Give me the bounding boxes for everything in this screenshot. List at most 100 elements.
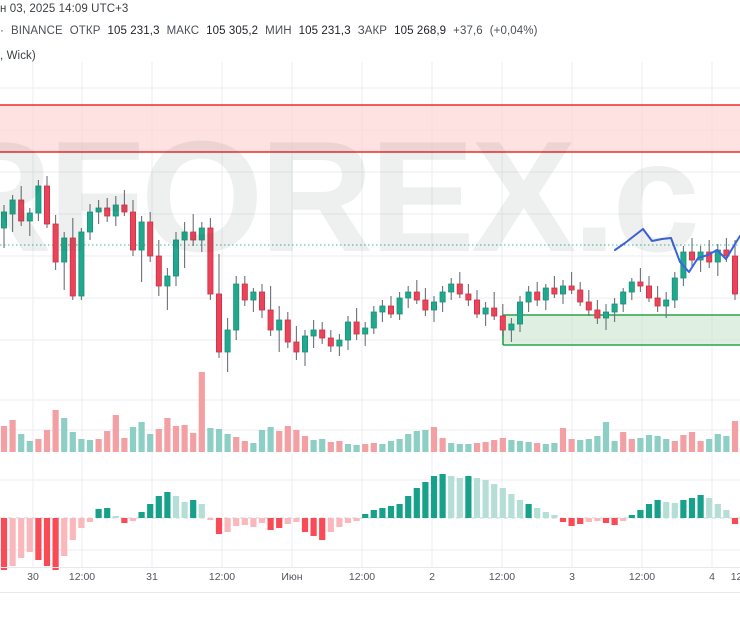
candle-body[interactable] bbox=[215, 293, 222, 353]
candle-body[interactable] bbox=[69, 237, 76, 297]
volume-bar[interactable] bbox=[585, 439, 592, 452]
candle-body[interactable] bbox=[585, 301, 592, 311]
macd-bar[interactable] bbox=[697, 495, 704, 518]
macd-bar[interactable] bbox=[663, 502, 670, 518]
volume-bar[interactable] bbox=[353, 445, 360, 452]
volume-bar[interactable] bbox=[688, 432, 696, 452]
candle-body[interactable] bbox=[646, 285, 653, 299]
candle-body[interactable] bbox=[465, 293, 472, 301]
volume-bar[interactable] bbox=[336, 441, 343, 452]
candle-body[interactable] bbox=[689, 251, 696, 261]
candle-body[interactable] bbox=[473, 299, 480, 315]
macd-bar[interactable] bbox=[723, 510, 730, 518]
volume-bar[interactable] bbox=[387, 441, 395, 452]
macd-bar[interactable] bbox=[52, 518, 59, 570]
volume-bar[interactable] bbox=[508, 440, 515, 452]
candle-body[interactable] bbox=[499, 315, 506, 331]
candle-body[interactable] bbox=[121, 204, 128, 213]
volume-bar[interactable] bbox=[559, 428, 567, 452]
volume-bar[interactable] bbox=[362, 444, 369, 452]
volume-bar[interactable] bbox=[456, 444, 463, 452]
macd-bar[interactable] bbox=[344, 518, 352, 523]
candle-body[interactable] bbox=[534, 291, 541, 301]
macd-bar[interactable] bbox=[387, 506, 395, 518]
macd-bar[interactable] bbox=[731, 518, 739, 524]
volume-histogram[interactable] bbox=[0, 372, 740, 452]
volume-bar[interactable] bbox=[95, 439, 102, 452]
volume-bar[interactable] bbox=[327, 442, 334, 452]
volume-bar[interactable] bbox=[52, 410, 59, 452]
volume-bar[interactable] bbox=[78, 439, 85, 452]
volume-bar[interactable] bbox=[568, 439, 575, 452]
volume-bar[interactable] bbox=[319, 439, 326, 452]
volume-bar[interactable] bbox=[620, 432, 627, 452]
zone-support-fill[interactable] bbox=[503, 315, 740, 345]
volume-bar[interactable] bbox=[344, 444, 352, 452]
macd-bar[interactable] bbox=[95, 509, 102, 518]
time-axis-label[interactable]: 12:00 bbox=[488, 571, 516, 583]
volume-bar[interactable] bbox=[207, 428, 214, 452]
candle-body[interactable] bbox=[0, 211, 7, 229]
macd-bar[interactable] bbox=[18, 518, 25, 558]
volume-bar[interactable] bbox=[525, 442, 532, 452]
volume-bar[interactable] bbox=[663, 439, 670, 452]
volume-bar[interactable] bbox=[697, 441, 704, 452]
candle-body[interactable] bbox=[26, 212, 33, 222]
volume-bar[interactable] bbox=[671, 441, 678, 452]
candle-body[interactable] bbox=[147, 221, 154, 257]
volume-bar[interactable] bbox=[121, 438, 128, 452]
volume-bar[interactable] bbox=[198, 372, 205, 452]
volume-bar[interactable] bbox=[190, 433, 197, 452]
macd-bar[interactable] bbox=[525, 504, 532, 518]
macd-bar[interactable] bbox=[508, 494, 515, 518]
candle-body[interactable] bbox=[542, 287, 549, 301]
candle-body[interactable] bbox=[319, 329, 326, 339]
candle-body[interactable] bbox=[706, 251, 713, 263]
volume-bar[interactable] bbox=[448, 443, 455, 452]
macd-bar[interactable] bbox=[516, 500, 524, 518]
macd-bar[interactable] bbox=[602, 518, 610, 523]
volume-bar[interactable] bbox=[405, 434, 412, 452]
volume-bar[interactable] bbox=[86, 440, 94, 452]
macd-bar[interactable] bbox=[585, 518, 592, 522]
volume-bar[interactable] bbox=[654, 436, 661, 452]
volume-bar[interactable] bbox=[233, 437, 240, 452]
volume-bar[interactable] bbox=[731, 421, 739, 452]
time-axis-label[interactable]: 4 bbox=[709, 571, 715, 583]
macd-bar[interactable] bbox=[276, 518, 283, 528]
candle-body[interactable] bbox=[198, 227, 205, 241]
volume-bar[interactable] bbox=[112, 415, 119, 452]
macd-bar[interactable] bbox=[319, 518, 326, 540]
macd-bar[interactable] bbox=[121, 518, 128, 523]
candle-body[interactable] bbox=[482, 307, 489, 315]
volume-bar[interactable] bbox=[43, 430, 51, 452]
volume-bar[interactable] bbox=[516, 441, 524, 452]
candle-body[interactable] bbox=[439, 291, 446, 303]
candle-body[interactable] bbox=[611, 303, 618, 313]
volume-bar[interactable] bbox=[267, 427, 274, 452]
time-axis[interactable]: 30 12:00 31 12:00 Июн 12:00 2 12:00 3 12:00 4 12: bbox=[0, 571, 740, 593]
candle-body[interactable] bbox=[577, 289, 584, 303]
candle-body[interactable] bbox=[241, 283, 248, 301]
candle-body[interactable] bbox=[732, 255, 739, 295]
macd-bar[interactable] bbox=[198, 504, 205, 518]
candle-body[interactable] bbox=[551, 287, 558, 295]
macd-bar[interactable] bbox=[26, 518, 33, 552]
macd-bar[interactable] bbox=[491, 484, 498, 518]
volume-bar[interactable] bbox=[284, 426, 291, 452]
volume-bar[interactable] bbox=[534, 443, 541, 452]
time-axis-label[interactable]: 2 bbox=[429, 571, 435, 583]
candle-body[interactable] bbox=[594, 309, 601, 319]
macd-bar[interactable] bbox=[9, 518, 16, 566]
candle-body[interactable] bbox=[525, 291, 532, 303]
volume-bar[interactable] bbox=[9, 420, 16, 452]
time-axis-label[interactable]: 12:00 bbox=[628, 571, 656, 583]
macd-bar[interactable] bbox=[129, 518, 137, 521]
macd-bar[interactable] bbox=[422, 482, 429, 518]
macd-bar[interactable] bbox=[534, 508, 541, 518]
macd-bar[interactable] bbox=[706, 498, 713, 518]
forecast-line[interactable] bbox=[614, 228, 740, 273]
macd-bar[interactable] bbox=[61, 518, 68, 556]
candle-body[interactable] bbox=[422, 299, 429, 311]
macd-bar[interactable] bbox=[430, 476, 438, 518]
